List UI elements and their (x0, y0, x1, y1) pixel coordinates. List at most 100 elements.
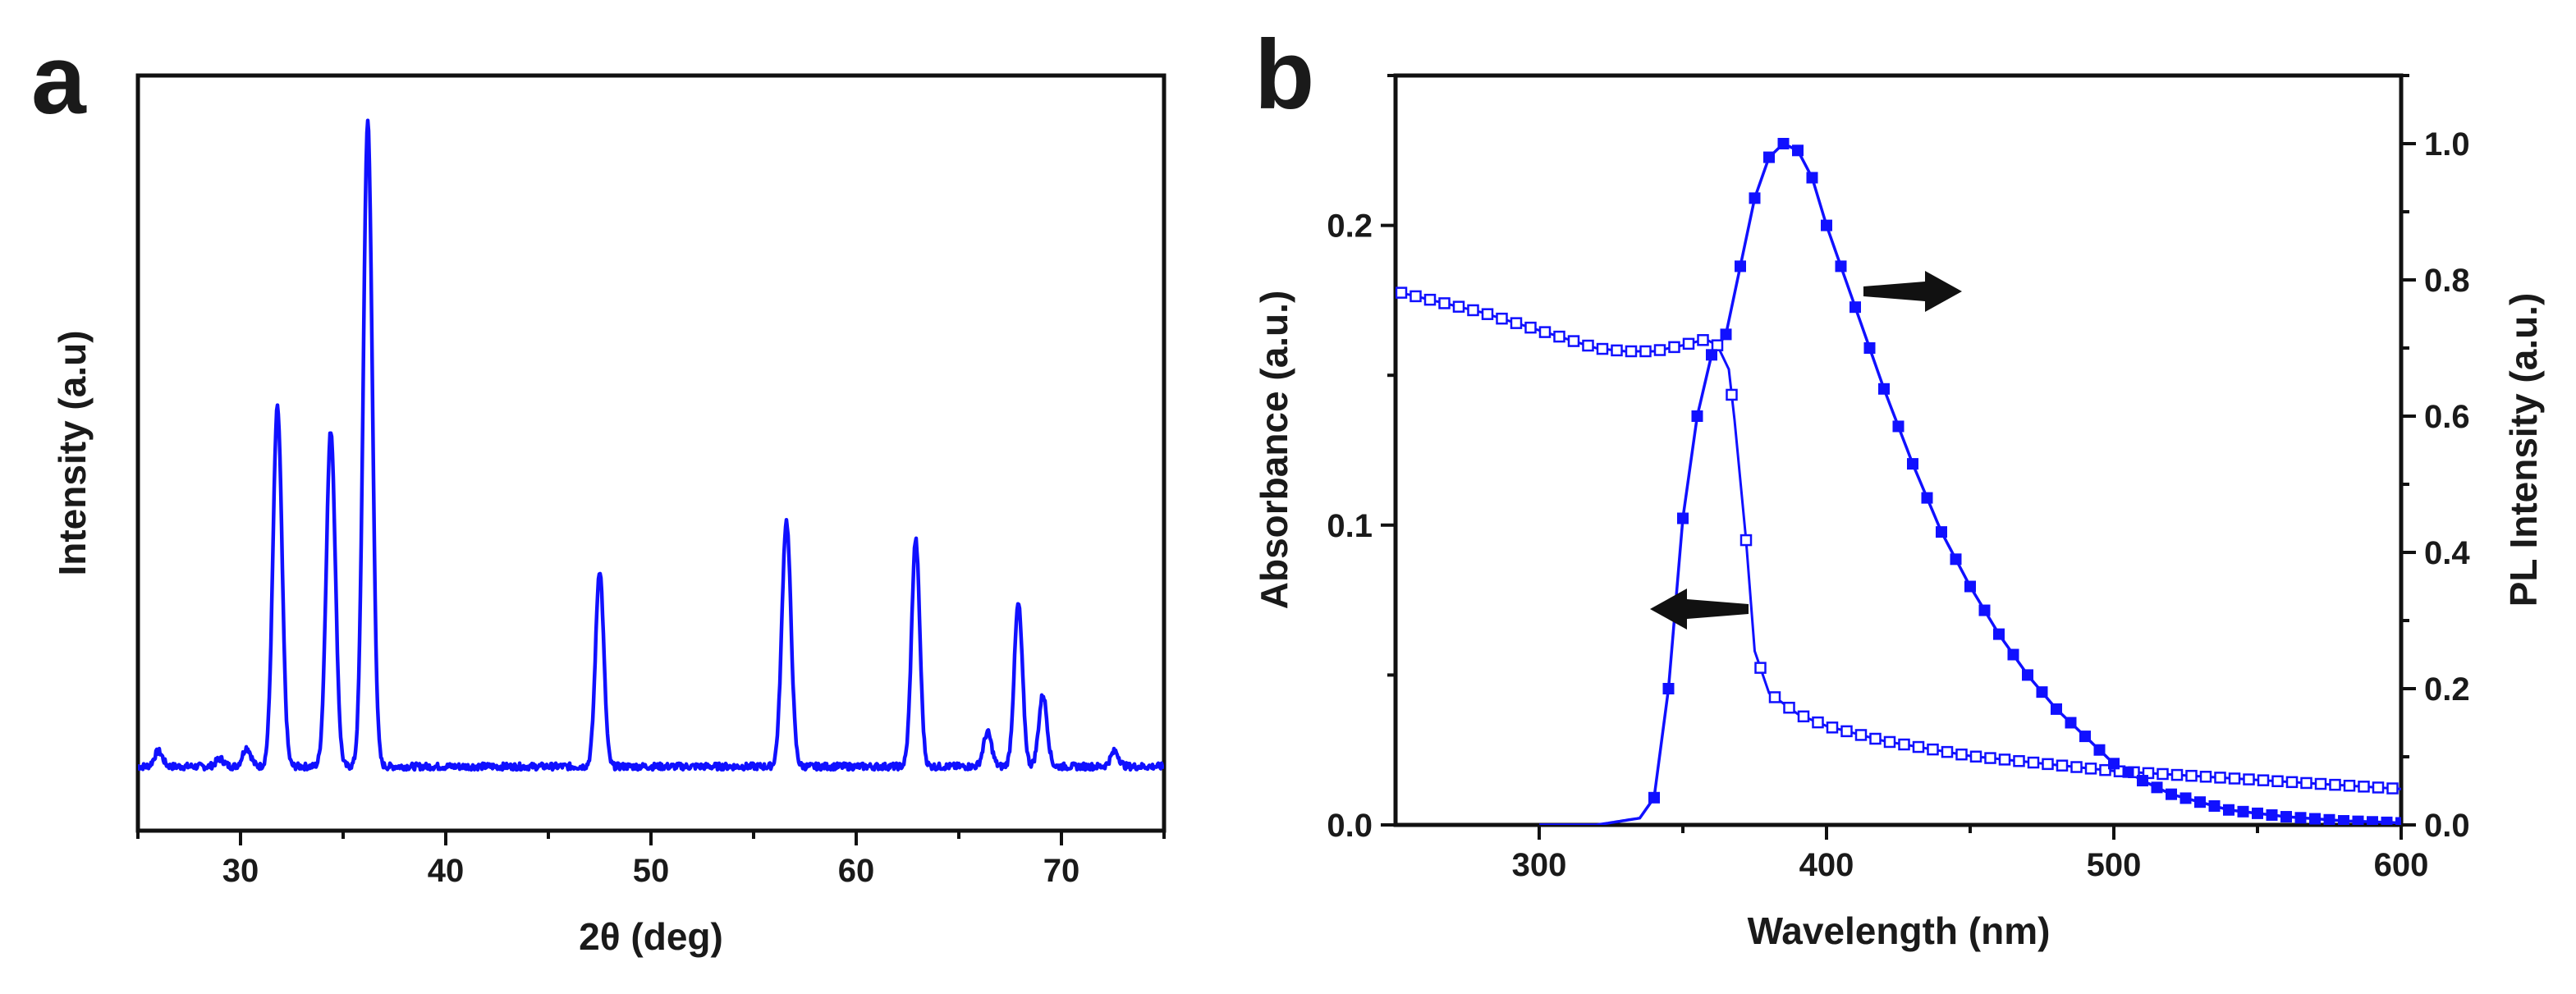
absorbance-marker (2343, 779, 2356, 792)
pl-marker (2223, 804, 2235, 816)
absorbance-marker (2386, 782, 2399, 795)
pl-marker (2309, 813, 2321, 825)
panel-b-y-ticks: 0.0 0.1 0.2 (1327, 74, 1396, 844)
absorbance-marker (1797, 710, 1810, 723)
pl-marker (1892, 420, 1904, 433)
absorbance-marker (1984, 752, 1996, 764)
panel-b-y2-tick-label: 0.2 (2424, 671, 2470, 708)
pl-marker (1835, 260, 1847, 273)
panel-b: b 300 400 500 600 0.0 0.1 0.2 0.0 0.2 0.4 0.6 0.8… (1253, 20, 2545, 952)
pl-marker (2294, 812, 2307, 824)
panel-b-x-tick-label: 600 (2374, 847, 2429, 883)
pl-marker (2208, 799, 2221, 812)
left-arrow-shape (1650, 589, 1749, 630)
pl-marker (2166, 788, 2177, 800)
pl-marker (2137, 775, 2148, 787)
pl-marker (1921, 492, 1933, 504)
absorbance-markers (1396, 286, 2399, 795)
panel-b-y-tick-label: 0.2 (1327, 208, 1373, 245)
pl-marker (2051, 703, 2062, 715)
absorbance-marker (2257, 774, 2270, 786)
pl-marker (1706, 349, 1717, 361)
pl-marker (1863, 342, 1876, 354)
pl-marker (2007, 648, 2019, 661)
panel-a: a 30 40 50 60 70 2θ (deg) Intensity (a.u) (31, 25, 1167, 958)
absorbance-marker (1711, 339, 1724, 351)
pl-marker (1648, 791, 1660, 804)
pl-marker (2280, 811, 2292, 823)
pl-marker (2252, 807, 2263, 819)
panel-a-x-ticks: 30 40 50 60 70 (136, 831, 1166, 889)
absorbance-marker (1840, 725, 1853, 738)
absorbance-marker (1596, 342, 1609, 355)
pl-marker (1964, 580, 1976, 593)
absorbance-marker (1423, 293, 1437, 306)
absorbance-marker (1812, 716, 1824, 729)
pl-marker (2266, 808, 2278, 821)
panel-b-y2-tick-label: 0.6 (2424, 399, 2470, 435)
pl-marker (2065, 717, 2077, 729)
absorbance-marker (1826, 721, 1839, 734)
pl-marker (1950, 553, 1962, 566)
absorbance-marker (1467, 304, 1479, 317)
pl-marker (2194, 796, 2206, 808)
absorbance-marker (1754, 662, 1767, 674)
pl-marker (2079, 731, 2091, 743)
absorbance-marker (1481, 308, 1494, 320)
pl-marker (2381, 816, 2393, 825)
absorbance-marker (2013, 754, 2025, 767)
panel-a-x-tick-label: 50 (633, 853, 670, 889)
absorbance-marker (1883, 735, 1896, 749)
pl-marker (1806, 172, 1818, 184)
absorbance-marker (2084, 763, 2097, 775)
pl-marker (2323, 813, 2335, 825)
absorbance-marker (1567, 335, 1580, 347)
pl-marker (1878, 382, 1890, 395)
pl-marker (1763, 151, 1775, 163)
pl-marker (2093, 744, 2106, 756)
absorbance-marker (1639, 345, 1652, 358)
pl-marker (1821, 219, 1832, 231)
absorbance-marker (1768, 691, 1781, 703)
absorbance-marker (1969, 750, 1982, 763)
absorbance-marker (2271, 775, 2284, 788)
pl-marker (1792, 144, 1804, 157)
pl-marker (2338, 815, 2349, 825)
absorbance-curve (1396, 290, 2401, 790)
absorbance-marker (2285, 776, 2299, 789)
absorbance-marker (2243, 773, 2255, 786)
absorbance-marker (2027, 756, 2040, 769)
absorbance-marker (1611, 344, 1623, 357)
pl-marker (1662, 683, 1675, 694)
pl-marker (1907, 458, 1918, 470)
right-arrow-icon (1863, 271, 1962, 312)
absorbance-marker (2329, 778, 2341, 791)
panel-a-x-axis-title: 2θ (deg) (579, 915, 723, 958)
absorbance-marker (2070, 761, 2083, 773)
panel-b-label: b (1254, 20, 1314, 130)
absorbance-marker (1538, 326, 1552, 338)
absorbance-marker (1941, 745, 1954, 758)
pl-marker (2022, 669, 2033, 681)
absorbance-marker (1783, 701, 1795, 714)
absorbance-marker (2358, 781, 2370, 793)
panel-a-label: a (31, 25, 87, 135)
absorbance-marker (2042, 758, 2054, 771)
absorbance-marker (1869, 732, 1882, 745)
panel-b-x-tick-label: 400 (1799, 847, 1854, 883)
absorbance-marker (1927, 743, 1939, 756)
panel-b-y2-ticks: 0.0 0.2 0.4 0.6 0.8 1.0 (2401, 74, 2470, 844)
absorbance-marker (2228, 772, 2241, 785)
pl-marker (2122, 766, 2134, 778)
absorbance-marker (2372, 781, 2385, 794)
panel-a-x-tick-label: 70 (1043, 853, 1080, 889)
pl-marker (1677, 512, 1689, 524)
absorbance-marker (2157, 767, 2169, 781)
absorbance-marker (1553, 330, 1565, 343)
absorbance-marker (1582, 339, 1594, 352)
panel-b-x-tick-label: 500 (2087, 847, 2142, 883)
pl-marker (1978, 604, 1991, 616)
pl-marker (1777, 138, 1790, 149)
pl-marker (2036, 686, 2048, 699)
